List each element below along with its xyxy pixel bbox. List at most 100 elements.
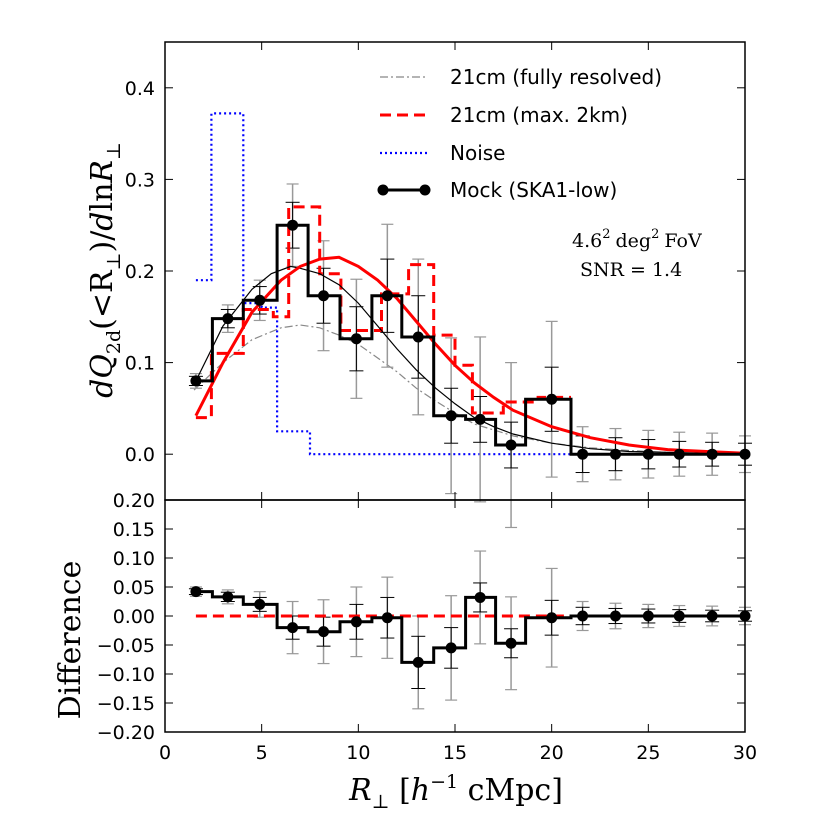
diff-point-11 [546, 612, 558, 624]
bottom-ytick-label-7: 0.15 [113, 519, 155, 541]
mock-point-11 [546, 393, 558, 405]
mock-point-16 [706, 448, 718, 460]
bottom-marks [188, 550, 752, 710]
fov-tail: FoV [664, 230, 702, 252]
ylabel-sub-2d: 2d [103, 330, 125, 354]
mock-point-5 [350, 333, 362, 345]
ylabel-part-dq: dQ [85, 354, 120, 398]
top-ytick-label-4: 0.4 [125, 78, 155, 100]
top-ytick-label-0: 0.0 [125, 444, 155, 466]
mock-point-10 [505, 439, 517, 451]
bottom-ytick-label-8: 0.20 [113, 490, 155, 512]
top-panel: 0.0 0.1 0.2 0.3 0.4 [125, 41, 752, 529]
ylabel-part-lt-r: (<R [85, 269, 120, 330]
mock-point-2 [254, 294, 266, 306]
mock-point-3 [287, 219, 299, 231]
legend-label-noise: Noise [450, 141, 505, 165]
bottom-xtick-label-5: 25 [636, 742, 660, 764]
mock-point-13 [609, 448, 621, 460]
xlabel-part-bracket: [ [390, 773, 411, 808]
diff-step-line [195, 590, 745, 664]
diff-point-10 [505, 637, 517, 649]
bottom-ytick-label-5: 0.05 [113, 577, 155, 599]
ylabel-sub-perp-1: ⊥ [103, 253, 125, 271]
ylabel-sub-perp-2: ⊥ [103, 142, 125, 160]
mock-point-0 [190, 375, 202, 387]
ylabel-part-d: d [85, 211, 120, 230]
fov-base: 4.6 [572, 230, 602, 252]
xlabel-part-unit: cMpc] [458, 773, 563, 808]
model-red-line [194, 255, 746, 455]
mock-point-4 [318, 290, 330, 302]
bottom-xtick-label-4: 20 [540, 742, 564, 764]
mock-point-7 [412, 331, 424, 343]
legend-label-max-2km: 21cm (max. 2km) [450, 103, 628, 127]
xlabel-sub-perp: ⊥ [372, 791, 390, 813]
mock-point-6 [381, 290, 393, 302]
diff-point-3 [287, 622, 299, 634]
ylabel-part-slash: )/ [85, 230, 120, 253]
mock-smooth-line [195, 265, 746, 455]
diff-point-16 [706, 610, 718, 622]
bottom-xtick-label-0: 0 [159, 742, 171, 764]
fov-exp: 2 [602, 227, 610, 242]
top-ticks: 0.0 0.1 0.2 0.3 0.4 [125, 42, 746, 500]
diff-point-8 [445, 642, 457, 654]
diff-point-0 [190, 586, 202, 598]
bottom-xtick-label-1: 5 [256, 742, 268, 764]
bottom-ytick-label-2: −0.10 [97, 664, 155, 686]
bottom-ylabel: Difference [53, 561, 88, 720]
diff-point-4 [318, 626, 330, 638]
fov-annotation: 4.62 deg2 FoV SNR = 1.4 [572, 227, 702, 281]
mock-point-14 [642, 448, 654, 460]
mock-point-8 [445, 410, 457, 422]
top-ytick-label-3: 0.3 [125, 169, 155, 191]
legend: 21cm (fully resolved) 21cm (max. 2km) No… [377, 65, 662, 202]
top-ytick-label-2: 0.2 [125, 261, 155, 283]
fov-text: 4.62 deg2 FoV [572, 227, 702, 252]
legend-marker-mock-left [377, 184, 389, 196]
top-marks [188, 112, 752, 529]
xlabel-sup-minus1: −1 [430, 771, 458, 793]
fov-unit-exp: 2 [651, 227, 659, 242]
diff-point-15 [673, 610, 685, 622]
diff-point-12 [577, 610, 589, 622]
bottom-xtick-label-6: 30 [733, 742, 757, 764]
diff-point-6 [381, 612, 393, 624]
bottom-panel: −0.20 −0.15 −0.10 −0.05 0.00 0.05 0.10 0.15 0.20… [97, 490, 757, 764]
snr-text: SNR = 1.4 [580, 259, 682, 281]
legend-label-mock: Mock (SKA1-low) [450, 178, 617, 202]
fov-unit: deg [616, 230, 652, 252]
legend-marker-mock-right [419, 184, 431, 196]
mock-point-1 [222, 313, 234, 325]
diff-point-14 [642, 610, 654, 622]
top-ylabel: dQ2d(<R⊥)/dlnR⊥ [85, 142, 125, 398]
bottom-ytick-label-3: −0.05 [97, 635, 155, 657]
bottom-xtick-label-2: 10 [346, 742, 370, 764]
max-2km-step-line [195, 205, 571, 420]
ylabel-part-r: R [85, 160, 120, 184]
mock-point-15 [673, 448, 685, 460]
bottom-ytick-label-6: 0.10 [113, 548, 155, 570]
bottom-ytick-label-4: 0.00 [113, 606, 155, 628]
diff-point-2 [254, 598, 266, 610]
diff-point-5 [350, 616, 362, 628]
bottom-ticks: −0.20 −0.15 −0.10 −0.05 0.00 0.05 0.10 0.15 0.20… [97, 490, 757, 764]
diff-point-13 [609, 610, 621, 622]
bottom-xtick-label-3: 15 [443, 742, 467, 764]
diff-point-9 [474, 591, 486, 603]
mock-point-12 [577, 448, 589, 460]
diff-point-7 [412, 656, 424, 668]
top-ytick-label-1: 0.1 [125, 353, 155, 375]
xlabel: R⊥ [h−1 cMpc] [348, 771, 563, 813]
mock-point-9 [474, 413, 486, 425]
xlabel-part-r: R [348, 773, 372, 808]
fully-resolved-line [193, 324, 746, 455]
bottom-ytick-label-0: −0.20 [97, 722, 155, 744]
ylabel-part-ln: ln [85, 183, 120, 212]
legend-label-fully-resolved: 21cm (fully resolved) [450, 65, 662, 89]
xlabel-part-h: h [411, 773, 430, 808]
diff-point-1 [222, 591, 234, 603]
bottom-ytick-label-1: −0.15 [97, 693, 155, 715]
